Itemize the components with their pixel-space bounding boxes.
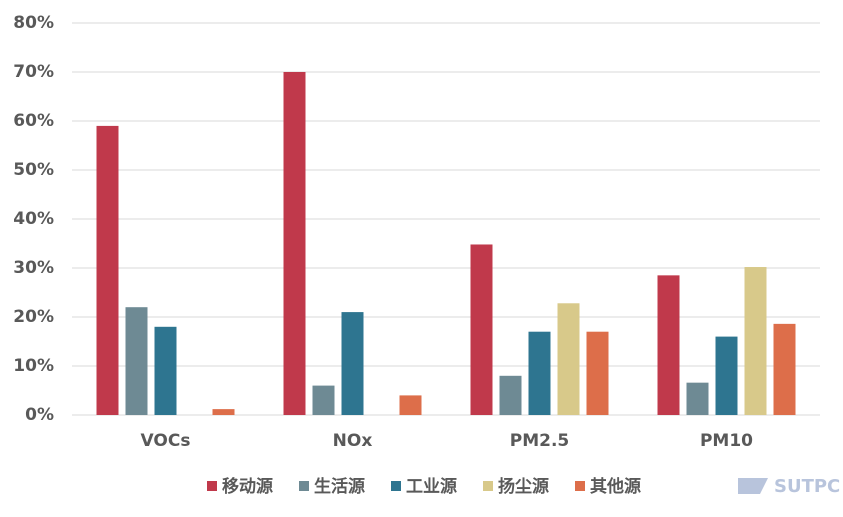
y-tick-label: 40% [13, 209, 54, 229]
y-tick-label: 70% [13, 62, 54, 82]
bar [283, 72, 306, 415]
x-tick-label: PM2.5 [510, 431, 570, 451]
bar [499, 375, 522, 415]
legend-label: 工业源 [406, 476, 457, 497]
bar [657, 275, 680, 415]
legend-label: 扬尘源 [498, 476, 549, 497]
bar [212, 409, 235, 415]
legend-swatch [483, 481, 493, 491]
y-tick-label: 50% [13, 160, 54, 180]
watermark-text: SUTPC [774, 476, 840, 497]
legend-swatch [299, 481, 309, 491]
legend-label: 其他源 [590, 476, 641, 497]
x-tick-label: PM10 [700, 431, 753, 451]
bar [470, 244, 493, 415]
bar [399, 395, 422, 415]
bar [773, 323, 796, 415]
legend-label: 生活源 [314, 476, 365, 497]
bar [586, 331, 609, 415]
y-tick-label: 10% [13, 356, 54, 376]
bar [125, 307, 148, 415]
bar [715, 336, 738, 415]
bar [312, 385, 335, 415]
bar [557, 303, 580, 415]
watermark: SUTPC [738, 476, 840, 497]
bar [528, 331, 551, 415]
legend-label: 移动源 [222, 476, 273, 497]
y-tick-label: 0% [25, 405, 54, 425]
y-tick-label: 60% [13, 111, 54, 131]
bar [341, 312, 364, 415]
x-tick-label: NOx [333, 431, 373, 451]
y-tick-label: 80% [13, 13, 54, 33]
bar [744, 267, 767, 415]
y-tick-label: 30% [13, 258, 54, 278]
bar [96, 125, 119, 416]
bar [686, 382, 709, 415]
bar [154, 326, 177, 415]
legend-swatch [391, 481, 401, 491]
x-tick-label: VOCs [141, 431, 191, 451]
watermark-logo [738, 478, 768, 494]
legend-swatch [575, 481, 585, 491]
legend-swatch [207, 481, 217, 491]
y-tick-label: 20% [13, 307, 54, 327]
